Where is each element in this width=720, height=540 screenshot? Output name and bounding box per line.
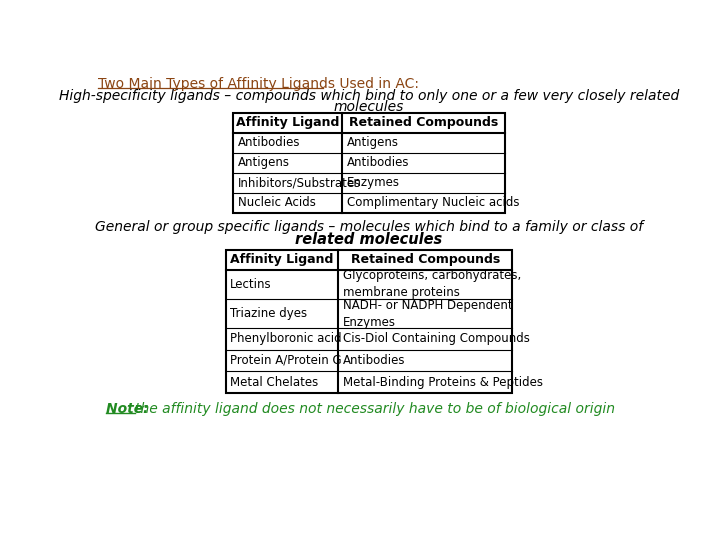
Text: NADH- or NADPH Dependent
Enzymes: NADH- or NADPH Dependent Enzymes bbox=[343, 299, 512, 328]
Text: Lectins: Lectins bbox=[230, 278, 272, 291]
Text: Antibodies: Antibodies bbox=[343, 354, 405, 367]
Text: Protein A/Protein G: Protein A/Protein G bbox=[230, 354, 342, 367]
Text: related molecules: related molecules bbox=[295, 232, 443, 247]
Text: Metal Chelates: Metal Chelates bbox=[230, 375, 318, 389]
Text: Inhibitors/Substrates: Inhibitors/Substrates bbox=[238, 176, 361, 189]
Text: Affinity Ligand: Affinity Ligand bbox=[236, 116, 339, 129]
Text: Triazine dyes: Triazine dyes bbox=[230, 307, 307, 320]
Text: Affinity Ligand: Affinity Ligand bbox=[230, 253, 333, 266]
Text: Glycoproteins, carbohydrates,
membrane proteins: Glycoproteins, carbohydrates, membrane p… bbox=[343, 269, 521, 299]
Text: Antibodies: Antibodies bbox=[238, 136, 300, 149]
Text: Antibodies: Antibodies bbox=[346, 156, 409, 169]
Text: Complimentary Nucleic acids: Complimentary Nucleic acids bbox=[346, 196, 519, 209]
Text: Note:: Note: bbox=[106, 402, 153, 416]
Text: Phenylboronic acid: Phenylboronic acid bbox=[230, 333, 342, 346]
Text: High-specificity ligands – compounds which bind to only one or a few very closel: High-specificity ligands – compounds whi… bbox=[59, 90, 679, 104]
Text: Nucleic Acids: Nucleic Acids bbox=[238, 196, 316, 209]
Text: Metal-Binding Proteins & Peptides: Metal-Binding Proteins & Peptides bbox=[343, 375, 543, 389]
Text: Enzymes: Enzymes bbox=[346, 176, 400, 189]
Text: Two Main Types of Affinity Ligands Used in AC:: Two Main Types of Affinity Ligands Used … bbox=[98, 77, 419, 91]
Text: General or group specific ligands – molecules which bind to a family or class of: General or group specific ligands – mole… bbox=[95, 220, 643, 234]
Text: molecules: molecules bbox=[334, 100, 404, 114]
Text: Antigens: Antigens bbox=[346, 136, 399, 149]
Text: Antigens: Antigens bbox=[238, 156, 290, 169]
Text: Cis-Diol Containing Compounds: Cis-Diol Containing Compounds bbox=[343, 333, 529, 346]
Bar bbox=[233, 112, 505, 213]
Text: Retained Compounds: Retained Compounds bbox=[348, 116, 498, 129]
Text: the affinity ligand does not necessarily have to be of biological origin: the affinity ligand does not necessarily… bbox=[135, 402, 615, 416]
Bar bbox=[225, 249, 513, 393]
Text: Retained Compounds: Retained Compounds bbox=[351, 253, 500, 266]
